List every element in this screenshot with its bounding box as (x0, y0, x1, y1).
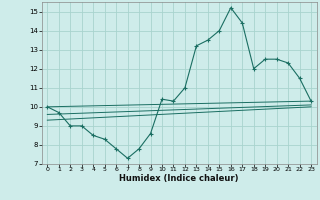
X-axis label: Humidex (Indice chaleur): Humidex (Indice chaleur) (119, 174, 239, 183)
